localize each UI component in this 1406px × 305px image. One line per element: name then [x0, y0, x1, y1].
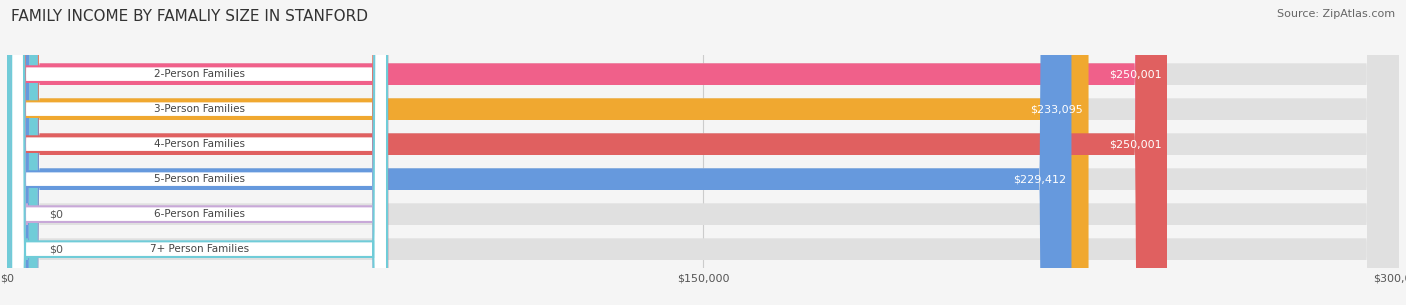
FancyBboxPatch shape — [7, 0, 38, 305]
Text: FAMILY INCOME BY FAMALIY SIZE IN STANFORD: FAMILY INCOME BY FAMALIY SIZE IN STANFOR… — [11, 9, 368, 24]
Text: 7+ Person Families: 7+ Person Families — [149, 244, 249, 254]
FancyBboxPatch shape — [7, 0, 1399, 305]
FancyBboxPatch shape — [7, 0, 1399, 305]
FancyBboxPatch shape — [11, 0, 387, 305]
Text: $0: $0 — [49, 244, 63, 254]
Text: 4-Person Families: 4-Person Families — [153, 139, 245, 149]
Text: $250,001: $250,001 — [1109, 69, 1161, 79]
Text: 6-Person Families: 6-Person Families — [153, 209, 245, 219]
FancyBboxPatch shape — [7, 0, 1399, 305]
FancyBboxPatch shape — [7, 0, 1399, 305]
FancyBboxPatch shape — [7, 0, 1399, 305]
Text: $233,095: $233,095 — [1031, 104, 1083, 114]
Text: 5-Person Families: 5-Person Families — [153, 174, 245, 184]
FancyBboxPatch shape — [7, 0, 1167, 305]
FancyBboxPatch shape — [7, 0, 1071, 305]
Text: Source: ZipAtlas.com: Source: ZipAtlas.com — [1277, 9, 1395, 19]
FancyBboxPatch shape — [11, 0, 387, 305]
Text: $250,001: $250,001 — [1109, 139, 1161, 149]
Text: 2-Person Families: 2-Person Families — [153, 69, 245, 79]
FancyBboxPatch shape — [7, 0, 1088, 305]
FancyBboxPatch shape — [7, 0, 1167, 305]
Text: 3-Person Families: 3-Person Families — [153, 104, 245, 114]
FancyBboxPatch shape — [11, 0, 387, 305]
FancyBboxPatch shape — [7, 0, 1399, 305]
FancyBboxPatch shape — [11, 0, 387, 305]
FancyBboxPatch shape — [11, 0, 387, 305]
FancyBboxPatch shape — [7, 0, 38, 305]
Text: $0: $0 — [49, 209, 63, 219]
FancyBboxPatch shape — [11, 0, 387, 305]
Text: $229,412: $229,412 — [1012, 174, 1066, 184]
